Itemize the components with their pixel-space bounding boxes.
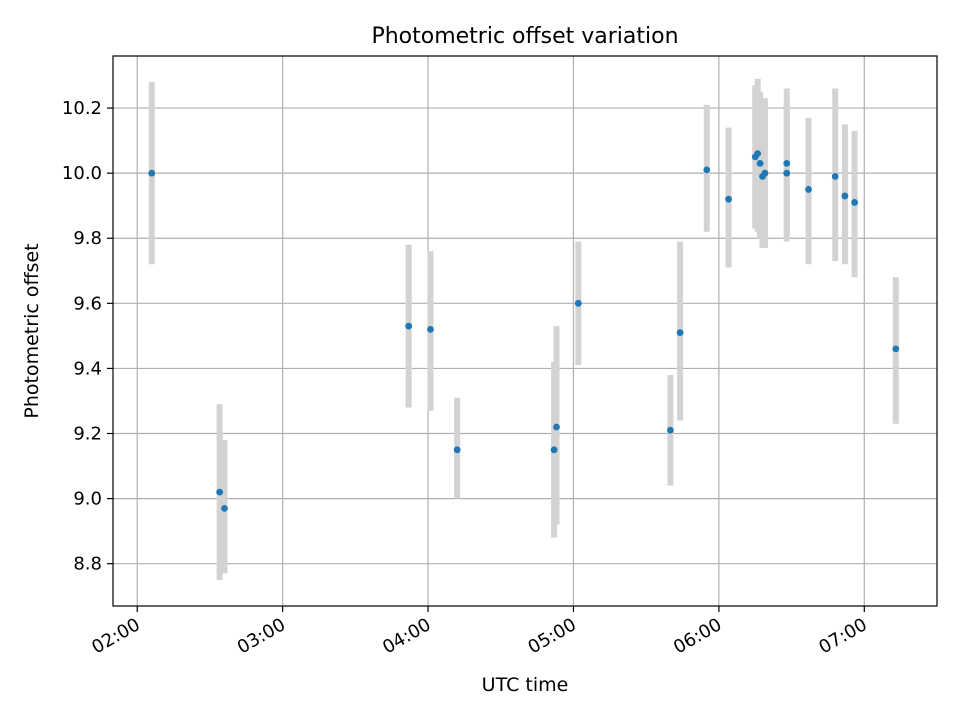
data-point — [805, 186, 812, 193]
y-tick-label: 10.2 — [62, 98, 102, 119]
data-point — [761, 169, 769, 177]
data-point — [667, 426, 674, 434]
data-point — [841, 192, 849, 200]
data-point — [405, 322, 413, 330]
data-point — [703, 166, 711, 174]
data-point — [574, 299, 582, 307]
x-axis-label: UTC time — [482, 674, 569, 696]
y-tick-label: 9.4 — [73, 358, 102, 379]
data-point — [725, 195, 732, 203]
data-point — [148, 169, 156, 177]
data-point — [676, 329, 684, 337]
y-tick-label: 9.2 — [73, 424, 102, 445]
data-point — [892, 345, 900, 353]
y-tick-label: 9.6 — [73, 293, 102, 314]
data-point — [851, 199, 858, 206]
data-point — [427, 325, 434, 333]
data-points — [148, 150, 900, 512]
data-point — [553, 423, 560, 431]
data-point — [453, 446, 461, 454]
data-point — [754, 150, 762, 158]
y-axis-ticks: 8.8 9.0 9.2 9.4 9.6 9.8 10.0 10.2 — [62, 98, 113, 575]
plot-area-frame — [112, 55, 938, 607]
chart-title: Photometric offset variation — [371, 24, 678, 49]
data-point — [550, 446, 558, 454]
data-point — [783, 169, 791, 177]
y-tick-label: 9.8 — [73, 228, 102, 249]
y-tick-label: 10.0 — [62, 163, 102, 184]
data-point — [783, 159, 791, 167]
y-axis-label: Photometric offset — [21, 243, 43, 418]
y-tick-label: 9.0 — [73, 489, 102, 510]
data-point — [221, 504, 228, 512]
data-point — [216, 488, 224, 496]
data-point — [831, 173, 839, 180]
y-tick-label: 8.8 — [73, 554, 102, 575]
data-point — [756, 159, 764, 167]
